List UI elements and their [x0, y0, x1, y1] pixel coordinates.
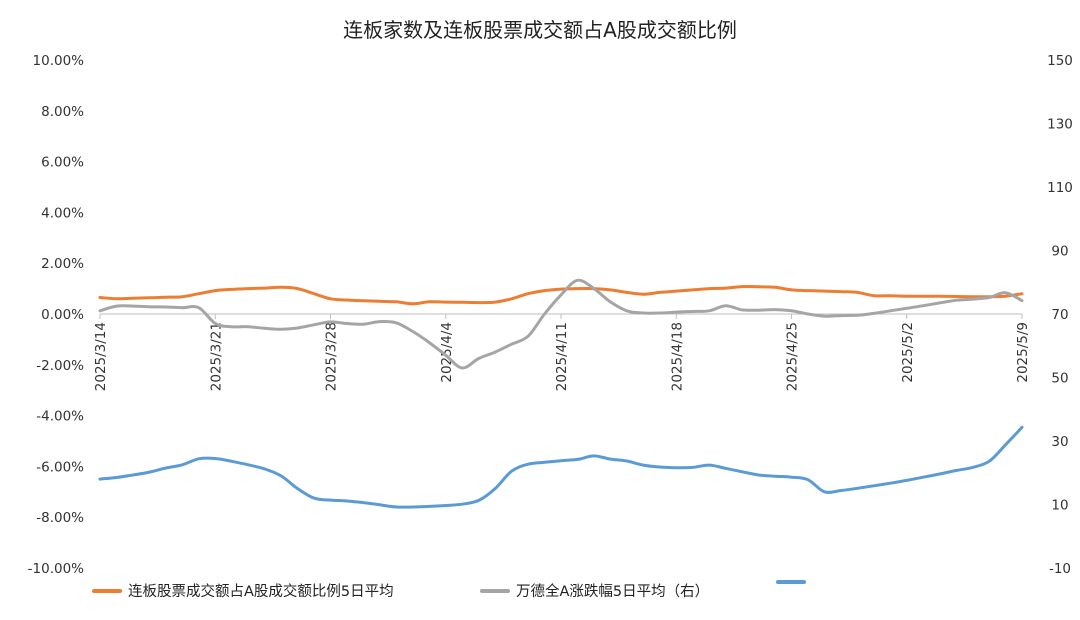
left-tick-label: 10.00% — [33, 53, 85, 69]
legend-item-blue — [776, 580, 812, 584]
series-lines — [98, 278, 1024, 509]
legend-item-gray: 万德全A涨跌幅5日平均（右） — [480, 580, 709, 601]
right-axis-ticks: 150 130 110 90 70 50 30 10 -10 — [1047, 53, 1073, 577]
x-tick-label: 2025/4/11 — [554, 322, 570, 391]
x-tick-label: 2025/3/21 — [208, 322, 224, 391]
left-tick-label: -8.00% — [36, 510, 84, 526]
x-axis-ticks: 2025/3/14 2025/3/21 2025/3/28 2025/4/4 2025/… — [93, 314, 1031, 391]
left-tick-label: -6.00% — [36, 459, 84, 475]
left-tick-label: 8.00% — [41, 104, 84, 120]
chart-title: 连板家数及连板股票成交额占A股成交额比例 — [343, 18, 737, 42]
right-tick-label: 30 — [1051, 434, 1068, 450]
legend-label-gray: 万德全A涨跌幅5日平均（右） — [516, 584, 710, 600]
left-tick-label: -2.00% — [36, 358, 84, 374]
series-line-2 — [98, 425, 1024, 509]
series-line-0 — [98, 285, 1024, 306]
left-axis-ticks: 10.00% 8.00% 6.00% 4.00% 2.00% 0.00% -2.00% -4.… — [28, 53, 85, 577]
right-tick-label: 130 — [1047, 117, 1073, 133]
series-line-1 — [98, 278, 1024, 370]
left-tick-label: 6.00% — [41, 155, 84, 171]
x-tick-label: 2025/4/25 — [785, 322, 801, 391]
x-tick-label: 2025/3/14 — [93, 322, 109, 391]
left-tick-label: 4.00% — [41, 205, 84, 221]
right-tick-label: 10 — [1051, 498, 1068, 514]
right-tick-label: 90 — [1051, 244, 1068, 260]
left-tick-label: -4.00% — [36, 409, 84, 425]
right-tick-label: 50 — [1051, 371, 1068, 387]
legend-item-orange: 连板股票成交额占A股成交额比例5日平均 — [92, 580, 394, 601]
right-tick-label: 70 — [1051, 307, 1068, 323]
legend: 连板股票成交额占A股成交额比例5日平均 万德全A涨跌幅5日平均（右） — [0, 580, 1080, 610]
legend-label-orange: 连板股票成交额占A股成交额比例5日平均 — [128, 584, 394, 600]
legend-swatch-orange — [92, 588, 122, 593]
legend-swatch-blue — [776, 580, 806, 584]
left-tick-label: -10.00% — [28, 561, 85, 577]
x-tick-label: 2025/4/4 — [439, 322, 455, 383]
x-tick-label: 2025/4/18 — [669, 322, 685, 391]
left-tick-label: 0.00% — [41, 307, 84, 323]
x-tick-label: 2025/5/9 — [1015, 322, 1031, 383]
x-tick-label: 2025/5/2 — [900, 322, 916, 383]
right-tick-label: 150 — [1047, 53, 1073, 69]
legend-swatch-gray — [480, 588, 510, 593]
right-tick-label: 110 — [1047, 180, 1073, 196]
left-tick-label: 2.00% — [41, 256, 84, 272]
x-tick-label: 2025/3/28 — [324, 322, 340, 391]
right-tick-label: -10 — [1049, 561, 1071, 577]
